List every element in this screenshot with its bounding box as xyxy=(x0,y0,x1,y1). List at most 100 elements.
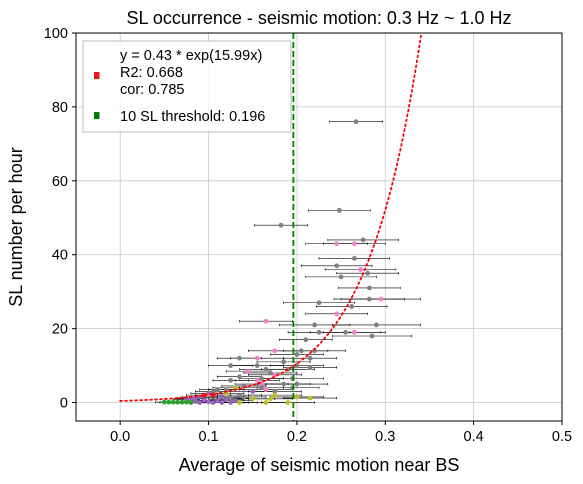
data-point xyxy=(254,377,260,383)
data-point xyxy=(263,318,269,324)
data-point xyxy=(303,337,309,343)
legend: y = 0.43 * exp(15.99x) R2: 0.668 cor: 0.78… xyxy=(82,40,292,133)
data-points xyxy=(161,119,384,405)
data-point xyxy=(214,398,220,404)
data-point xyxy=(228,400,234,405)
x-tick-label: 0.0 xyxy=(110,429,130,445)
data-point xyxy=(334,263,340,269)
data-point xyxy=(307,365,313,370)
x-tick-label: 0.4 xyxy=(464,429,484,445)
data-point xyxy=(366,285,372,291)
y-tick-label: 20 xyxy=(52,322,68,338)
data-point xyxy=(307,355,313,361)
data-point xyxy=(351,329,357,335)
legend-line: cor: 0.785 xyxy=(120,82,185,98)
data-point xyxy=(161,399,167,405)
data-point xyxy=(166,399,172,405)
data-point xyxy=(228,395,234,401)
plot-frame xyxy=(75,32,563,422)
data-point xyxy=(351,256,357,261)
legend-swatch-fit xyxy=(94,72,100,79)
data-point xyxy=(369,333,375,339)
grid xyxy=(76,32,563,421)
data-point xyxy=(259,376,264,381)
data-point xyxy=(272,348,278,354)
data-point xyxy=(351,241,357,247)
data-point xyxy=(250,389,256,394)
data-point xyxy=(281,359,287,365)
data-point xyxy=(378,296,384,302)
data-point xyxy=(237,392,242,398)
data-point xyxy=(232,398,238,404)
data-point xyxy=(175,399,181,405)
data-point xyxy=(228,377,234,383)
data-point xyxy=(228,363,234,368)
legend-text-threshold: 10 SL threshold: 0.196 xyxy=(120,109,265,125)
data-point xyxy=(365,270,370,276)
data-point xyxy=(343,329,348,335)
y-tick-label: 40 xyxy=(52,248,68,264)
data-point xyxy=(272,389,278,394)
data-point xyxy=(268,396,273,402)
data-point xyxy=(170,399,176,405)
data-point xyxy=(237,400,242,405)
data-point xyxy=(188,400,194,405)
y-tick-label: 100 xyxy=(44,26,68,42)
x-tick-label: 0.1 xyxy=(198,429,218,445)
y-axis-ticks: 0 20 40 60 80 100 xyxy=(44,26,76,412)
legend-line: 10 SL threshold: 0.196 xyxy=(120,109,265,125)
data-point xyxy=(316,329,322,335)
data-point xyxy=(219,394,225,400)
data-point xyxy=(353,119,359,125)
x-axis-ticks: 0.0 0.1 0.2 0.3 0.4 0.5 xyxy=(110,421,572,445)
data-point xyxy=(263,400,269,405)
data-point xyxy=(214,387,220,392)
data-point xyxy=(245,368,251,374)
data-point xyxy=(206,399,211,405)
x-tick-label: 0.5 xyxy=(552,429,572,445)
y-axis-title: SL number per hour xyxy=(6,147,26,306)
legend-box xyxy=(82,40,292,133)
data-point xyxy=(192,399,198,404)
legend-line: y = 0.43 * exp(15.99x) xyxy=(120,48,262,64)
data-point xyxy=(223,387,229,392)
data-point xyxy=(268,370,273,376)
data-point xyxy=(278,222,284,228)
data-point xyxy=(334,241,340,247)
x-tick-label: 0.2 xyxy=(287,429,307,445)
data-point xyxy=(285,400,291,405)
data-point xyxy=(316,300,322,306)
data-point xyxy=(223,397,229,402)
y-tick-label: 0 xyxy=(60,396,68,412)
y-tick-label: 60 xyxy=(52,174,68,190)
data-point xyxy=(219,400,225,405)
data-point xyxy=(338,274,344,280)
data-point xyxy=(294,352,300,357)
data-point xyxy=(197,400,203,405)
data-point xyxy=(254,355,260,361)
data-point xyxy=(263,387,269,392)
data-point xyxy=(312,322,317,328)
data-point xyxy=(358,267,363,272)
legend-line: R2: 0.668 xyxy=(120,65,183,81)
data-point xyxy=(298,348,304,354)
chart-title: SL occurrence - seismic motion: 0.3 Hz ~… xyxy=(127,8,512,28)
data-point xyxy=(241,394,247,400)
data-point xyxy=(272,392,278,398)
data-point xyxy=(334,311,340,317)
x-axis-title: Average of seismic motion near BS xyxy=(179,455,460,475)
data-point xyxy=(360,237,366,243)
data-point xyxy=(184,399,189,405)
data-point xyxy=(349,304,355,309)
data-point xyxy=(179,399,185,405)
data-point xyxy=(281,381,287,387)
data-point xyxy=(307,395,313,401)
data-point xyxy=(254,363,260,368)
data-point xyxy=(237,374,242,380)
data-point xyxy=(210,389,216,394)
x-tick-label: 0.3 xyxy=(375,429,395,445)
data-point xyxy=(237,355,242,361)
data-point xyxy=(250,396,256,402)
data-point xyxy=(263,366,269,372)
